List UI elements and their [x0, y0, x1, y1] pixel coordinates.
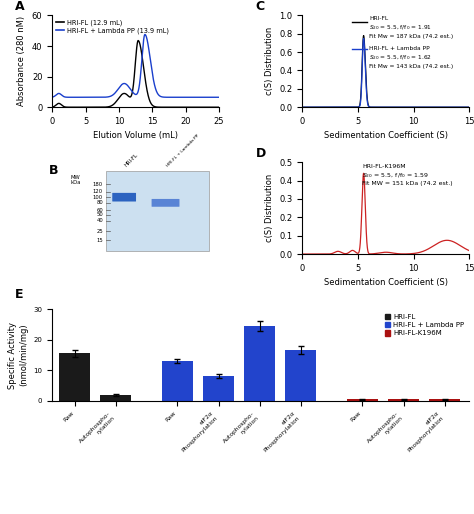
Bar — [285, 351, 316, 401]
Text: HRI-FL + Lambda PP: HRI-FL + Lambda PP — [165, 134, 200, 168]
Text: 180: 180 — [93, 182, 103, 187]
Text: 60: 60 — [96, 208, 103, 213]
Bar — [347, 399, 378, 401]
Bar — [244, 326, 275, 401]
Y-axis label: Absorbance (280 nM): Absorbance (280 nM) — [17, 16, 26, 106]
X-axis label: Elution Volume (mL): Elution Volume (mL) — [93, 132, 178, 140]
Bar — [203, 376, 234, 401]
Text: A: A — [16, 0, 25, 13]
Y-axis label: Specific Activity
(nmol/min/mg): Specific Activity (nmol/min/mg) — [9, 322, 28, 389]
Bar — [429, 399, 460, 401]
Text: 25: 25 — [96, 229, 103, 234]
X-axis label: Sedimentation Coefficient (S): Sedimentation Coefficient (S) — [324, 279, 448, 287]
FancyBboxPatch shape — [112, 193, 136, 201]
Text: C: C — [255, 0, 265, 13]
Text: HRI-FL
$S_{20}$ = 5.5, f/f$_0$ = 1.91
Fit Mw = 187 kDa (74.2 est.)

HRI-FL + Lam: HRI-FL $S_{20}$ = 5.5, f/f$_0$ = 1.91 Fi… — [369, 16, 454, 69]
Text: HRI-FL-K196M
$S_{20}$ = 5.5, f/f$_0$ = 1.59
Fit MW = 151 kDa (74.2 est.): HRI-FL-K196M $S_{20}$ = 5.5, f/f$_0$ = 1… — [363, 164, 453, 187]
Text: 15: 15 — [96, 237, 103, 243]
Text: B: B — [49, 164, 58, 177]
Bar — [106, 171, 209, 251]
Y-axis label: c(S) Distribution: c(S) Distribution — [265, 27, 274, 96]
Bar — [100, 395, 131, 401]
X-axis label: Sedimentation Coefficient (S): Sedimentation Coefficient (S) — [324, 132, 448, 140]
Bar — [162, 361, 193, 401]
Text: D: D — [255, 147, 266, 160]
Text: E: E — [15, 288, 23, 301]
Text: 80: 80 — [96, 200, 103, 206]
Text: 100: 100 — [93, 195, 103, 200]
Legend: HRI-FL, HRI-FL + Lambda PP, HRI-FL-K196M: HRI-FL, HRI-FL + Lambda PP, HRI-FL-K196M — [383, 313, 466, 338]
Bar — [59, 354, 90, 401]
Legend: HRI-FL (12.9 mL), HRI-FL + Lambda PP (13.9 mL): HRI-FL (12.9 mL), HRI-FL + Lambda PP (13… — [55, 19, 170, 35]
Text: MW
kDa: MW kDa — [70, 175, 81, 186]
Text: 40: 40 — [96, 218, 103, 223]
Text: 50: 50 — [96, 212, 103, 217]
Text: HRI-FL: HRI-FL — [124, 153, 139, 168]
Bar — [388, 399, 419, 401]
Y-axis label: c(S) Distribution: c(S) Distribution — [265, 174, 274, 242]
Text: 120: 120 — [93, 189, 103, 194]
FancyBboxPatch shape — [152, 199, 180, 207]
